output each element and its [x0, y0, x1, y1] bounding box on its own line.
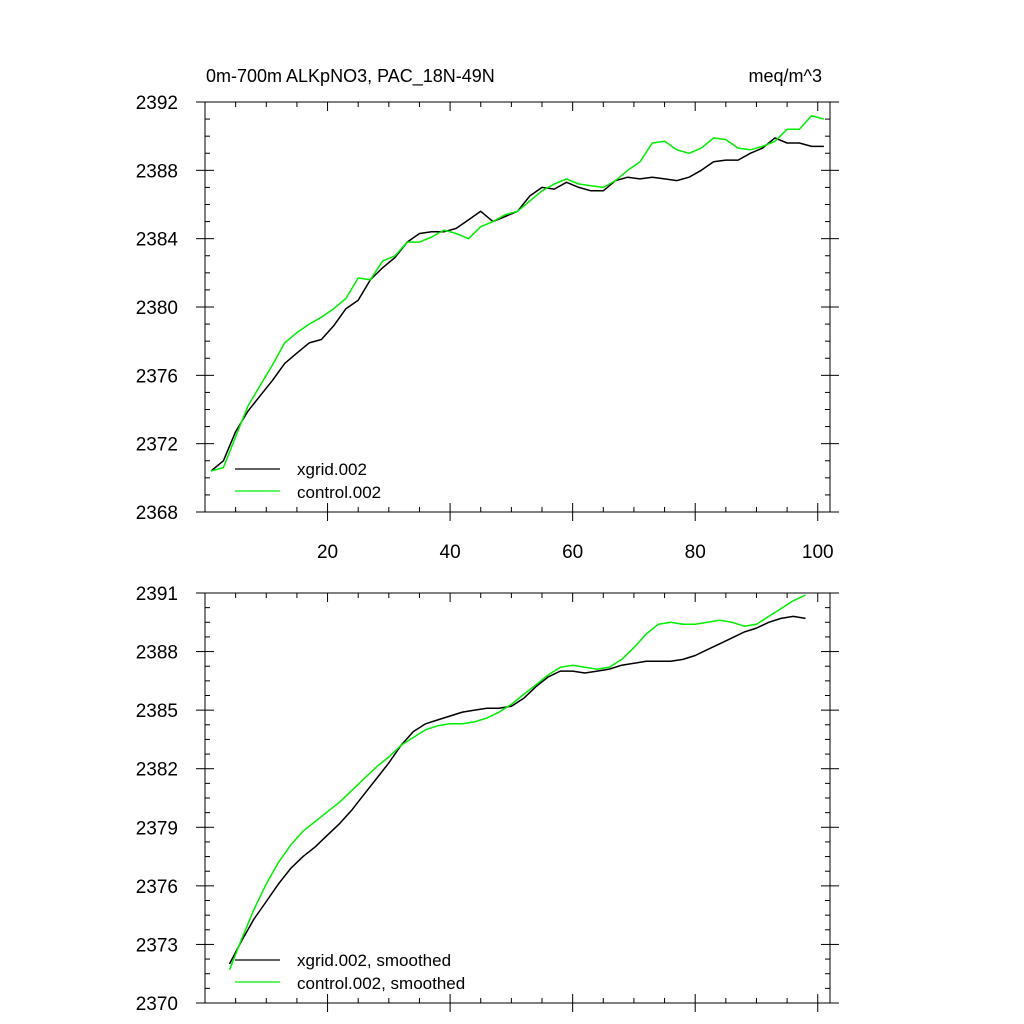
- top-y-tick-label: 2376: [136, 366, 178, 387]
- bottom-legend-label-xgrid: xgrid.002, smoothed: [297, 951, 451, 970]
- top-legend-label-xgrid: xgrid.002: [297, 460, 367, 479]
- top-x-tick-label: 40: [440, 542, 461, 563]
- top-series-line-control: [210, 114, 825, 472]
- bottom-series-line-control: [228, 594, 806, 971]
- top-y-tick-label: 2368: [136, 503, 178, 524]
- bottom-y-tick-label: 2379: [136, 818, 178, 839]
- top-series-line-xgrid: [210, 137, 824, 472]
- top-series-lines: [210, 114, 825, 472]
- top-plot-frame: [204, 101, 831, 513]
- top-panel: 20 40 60 80 1002368237223762380238423882392 …: [136, 93, 839, 563]
- bottom-y-tick-label: 2382: [136, 760, 178, 781]
- top-x-tick-label: 20: [317, 542, 338, 563]
- bottom-y-tick-label: 2385: [136, 701, 178, 722]
- bottom-y-tick-label: 2391: [136, 584, 178, 605]
- bottom-panel: 2370 2373 2376 2379 2382 2385 2388 2391 xgrid.0…: [136, 584, 839, 1015]
- top-legend-label-control: control.002: [297, 483, 381, 502]
- top-x-tick-label: 100: [802, 542, 834, 563]
- bottom-plot-frame: [204, 592, 831, 1004]
- chart-title: 0m-700m ALKpNO3, PAC_18N-49N: [206, 66, 495, 87]
- chart-units: meq/m^3: [749, 66, 822, 86]
- top-y-tick-label: 2372: [136, 435, 178, 456]
- bottom-series-lines: [228, 594, 806, 971]
- bottom-y-tick-label: 2370: [136, 994, 178, 1015]
- top-x-tick-label: 80: [685, 542, 706, 563]
- bottom-y-tick-label: 2373: [136, 935, 178, 956]
- top-y-tick-label: 2388: [136, 161, 178, 182]
- top-y-tick-label: 2380: [136, 298, 178, 319]
- top-y-tick-label: 2392: [136, 93, 178, 114]
- top-y-tick-label: 2384: [136, 230, 179, 251]
- top-axis-ticks: 20 40 60 80 100 2368 2372 2376 2380 2384 2388 2392: [136, 93, 839, 563]
- top-x-tick-label: 60: [562, 542, 583, 563]
- bottom-y-tick-label: 2376: [136, 877, 178, 898]
- bottom-y-tick-label: 2388: [136, 643, 178, 664]
- bottom-legend-label-control: control.002, smoothed: [297, 974, 465, 993]
- bottom-series-line-xgrid: [228, 615, 806, 965]
- bottom-legend: xgrid.002, smoothed control.002, smoothe…: [235, 951, 465, 993]
- bottom-axis-ticks: 2370 2373 2376 2379 2382 2385 2388 2391: [136, 584, 839, 1015]
- top-legend: xgrid.002 control.002: [235, 460, 381, 502]
